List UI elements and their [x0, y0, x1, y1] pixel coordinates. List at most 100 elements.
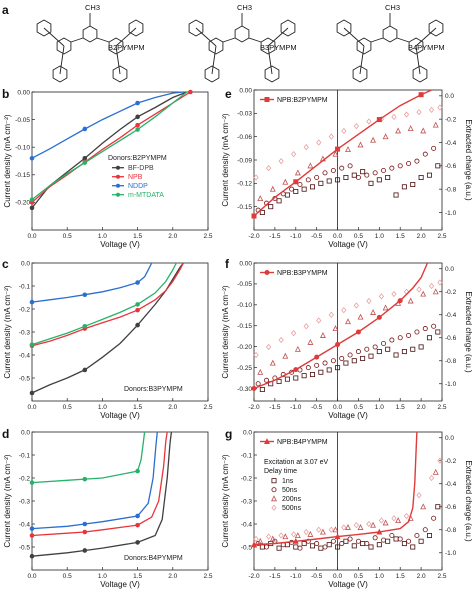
scatter-point-200ns [420, 503, 427, 510]
scatter-point-1ns [301, 373, 307, 379]
scatter-point-200ns [370, 521, 377, 528]
x-tick-label: 0.0 [333, 404, 342, 411]
x-tick-label: 1.0 [375, 573, 384, 580]
x-axis-label: Voltage (V) [100, 240, 140, 249]
scatter-point-500ns [291, 330, 297, 337]
scatter-point-200ns [282, 178, 289, 185]
scatter-point-50ns [314, 362, 320, 368]
scatter-point-200ns [357, 524, 364, 530]
y-axis-label: Current density (mA cm⁻²) [221, 285, 230, 378]
pyridyl-ring [188, 19, 204, 37]
scatter-point-50ns [372, 170, 378, 176]
scatter-point-1ns [335, 177, 341, 183]
series-line-bf-dpb [31, 262, 184, 394]
scatter-point-500ns [391, 290, 397, 298]
scatter-point-500ns [316, 526, 322, 533]
x-tick-label: 2.5 [203, 573, 212, 580]
data-point [135, 322, 140, 328]
scatter-point-1ns [309, 184, 315, 190]
y-tick-label: -0.4 [19, 352, 31, 359]
scatter-point-50ns [305, 177, 311, 183]
legend-marker-1ns [271, 478, 277, 484]
y-tick-label: 0.00 [239, 260, 252, 267]
scatter-point-50ns [347, 163, 353, 169]
scatter-point-200ns [357, 141, 364, 148]
scatter-point-1ns [401, 184, 407, 190]
x-tick-label: 0.5 [63, 573, 72, 580]
scatter-point-500ns [265, 343, 272, 351]
scatter-point-50ns [314, 541, 320, 547]
pyridyl-ring [36, 19, 52, 37]
scatter-point-500ns [253, 351, 259, 359]
series-line-nddp [31, 262, 153, 303]
scatter-point-500ns [341, 524, 347, 531]
pyridyl-ring [352, 65, 368, 83]
scatter-point-200ns [332, 325, 339, 332]
panel-d: d 0.0 0.5 1.0 1.5 2.0 2.5 0.0 -0.1 -0.2 -0.3 -0.4 -0… [2, 427, 213, 589]
data-point [82, 529, 88, 535]
scatter-point-50ns [406, 538, 412, 544]
data-point [29, 390, 35, 396]
scatter-point-1ns [401, 349, 407, 355]
scatter-point-1ns [343, 174, 349, 180]
scatter-point-50ns [414, 533, 420, 539]
methyl-label: CH3 [85, 3, 100, 12]
y2-tick-label: -0.4 [445, 481, 457, 488]
y2-tick-label: -0.2 [445, 289, 457, 296]
scatter-point-50ns [389, 165, 395, 171]
y2-tick-label: 0.0 [445, 93, 454, 100]
panel-label-f: f [225, 257, 230, 271]
series-line-npb [31, 431, 168, 537]
data-point [82, 155, 88, 161]
legend-label: NPB [128, 174, 143, 181]
scatter-point-50ns [322, 360, 328, 366]
x-tick-label: 2.5 [437, 233, 446, 240]
scatter-point-50ns [414, 158, 420, 164]
scatter-point-500ns [437, 279, 443, 286]
legend-label: m-MTDATA [128, 192, 164, 199]
line-data-point [293, 179, 299, 185]
legend-delay-500ns: 500ns [282, 505, 302, 512]
scatter-point-1ns [309, 543, 315, 549]
line-data-point [251, 385, 257, 391]
scatter-point-200ns [257, 537, 264, 544]
scatter-point-1ns [410, 181, 416, 187]
scatter-point-500ns [391, 113, 397, 120]
panel-a-structures: a CH3 B2PYMPM CH3 B3PYMPM CH3 B4PYMPM [2, 3, 445, 83]
x-tick-label: 2.0 [168, 404, 177, 411]
scatter-point-1ns [276, 198, 282, 204]
y2-tick-label: -1.0 [445, 550, 457, 557]
series-line-m-mtdata [31, 431, 146, 484]
scatter-point-500ns [291, 531, 297, 538]
scatter-point-1ns [276, 378, 282, 384]
legend-delay-1ns: 1ns [282, 478, 294, 485]
scatter-point-50ns [355, 538, 361, 544]
scatter-point-200ns [257, 368, 264, 375]
line-data-point [355, 329, 361, 335]
scatter-point-500ns [278, 532, 284, 539]
pyridyl-ring [412, 65, 428, 83]
scatter-point-1ns [276, 545, 282, 551]
x-tick-label: 0.5 [354, 404, 363, 411]
panel-c: c 0.0 0.5 1.0 1.5 2.0 2.5 0.0 -0.1 -0.2 -0.3 -0.4 -0… [2, 257, 213, 420]
scatter-point-50ns [422, 151, 428, 157]
scatter-point-1ns [318, 180, 324, 186]
scatter-point-200ns [269, 535, 276, 542]
scatter-point-1ns [293, 544, 299, 550]
scatter-point-500ns [253, 535, 259, 543]
y-tick-label: -0.06 [237, 134, 252, 141]
scatter-point-1ns [293, 375, 299, 381]
scatter-point-200ns [345, 318, 351, 325]
scatter-point-500ns [341, 307, 347, 314]
y2-tick-label: -0.8 [445, 358, 457, 365]
scatter-point-500ns [303, 528, 309, 536]
scatter-point-1ns [360, 355, 366, 361]
scatter-point-500ns [328, 311, 334, 318]
scatter-point-50ns [264, 544, 270, 550]
scatter-point-1ns [393, 536, 399, 542]
scatter-point-50ns [322, 544, 328, 550]
x-tick-label: 0.5 [354, 573, 363, 580]
bond [59, 45, 65, 75]
scatter-point-50ns [422, 326, 428, 332]
bond [370, 37, 384, 43]
